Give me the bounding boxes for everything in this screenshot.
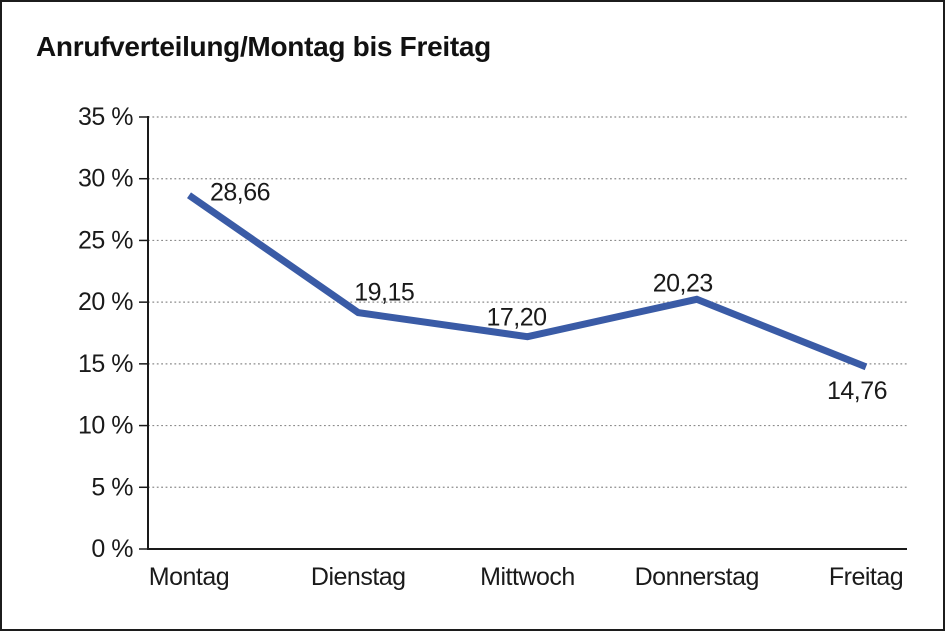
y-tick-label: 5 % [91,473,133,501]
y-tick-label: 35 % [78,103,133,131]
y-tick-label: 10 % [78,412,133,440]
y-tick-label: 30 % [78,165,133,193]
x-category-label: Freitag [829,563,903,591]
value-label: 14,76 [827,377,887,405]
value-label: 28,66 [210,178,270,206]
value-label: 19,15 [354,279,414,307]
x-category-label: Montag [149,563,229,591]
y-tick-label: 20 % [78,288,133,316]
x-category-label: Donnerstag [635,563,759,591]
chart-title: Anrufverteilung/Montag bis Freitag [36,31,491,62]
y-tick-label: 25 % [78,226,133,254]
y-tick-label: 15 % [78,350,133,378]
data-line [187,192,868,371]
x-category-label: Dienstag [311,563,406,591]
x-category-label: Mittwoch [480,563,575,591]
value-label: 20,23 [653,269,713,297]
y-tick-label: 0 % [91,535,133,563]
value-label: 17,20 [486,304,546,332]
